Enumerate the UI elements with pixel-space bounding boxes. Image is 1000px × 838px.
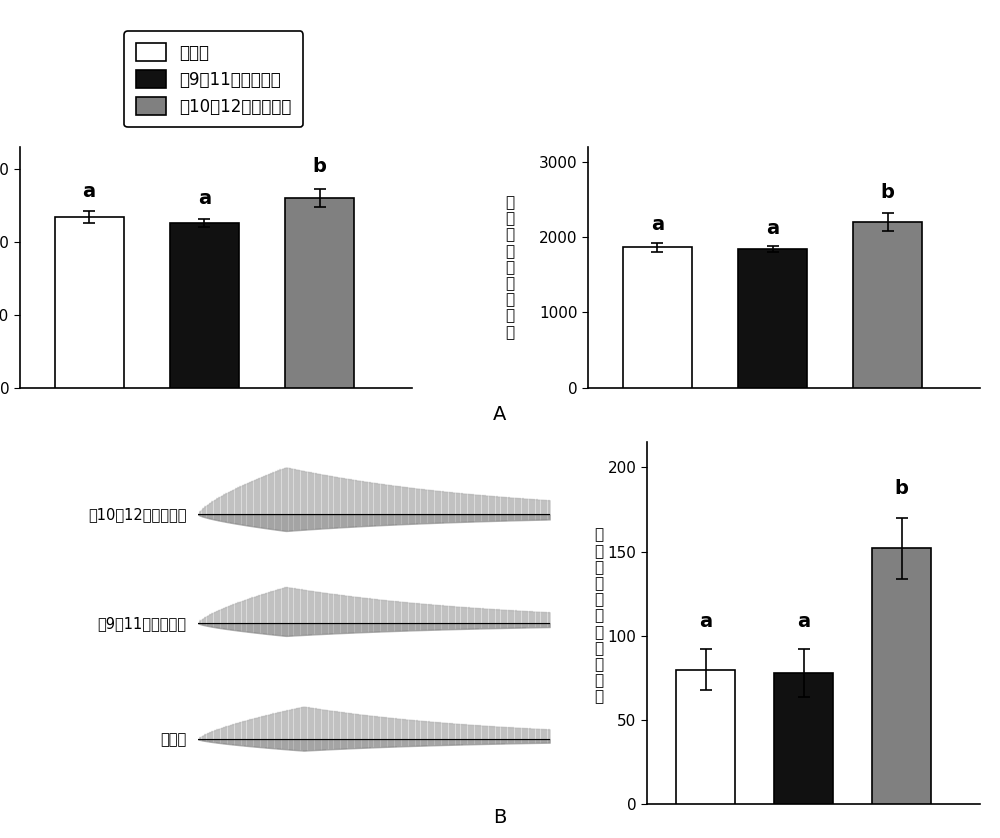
Bar	[170, 223, 239, 388]
Text: 对照组: 对照组	[160, 732, 187, 747]
Text: b: b	[895, 478, 909, 498]
Text: A: A	[493, 406, 507, 424]
Bar	[853, 222, 922, 388]
Text: a: a	[766, 219, 779, 238]
Bar	[676, 670, 735, 804]
Legend: 对照组, 顺9反11共轭亚油酸, 反10顺12共轭亚油酸: 对照组, 顺9反11共轭亚油酸, 反10顺12共轭亚油酸	[124, 31, 303, 127]
Text: B: B	[493, 809, 507, 827]
Text: a: a	[83, 182, 96, 201]
Text: a: a	[651, 215, 664, 234]
Text: 跑
步
运
动
距
离
（
米
）: 跑 步 运 动 距 离 （ 米 ）	[505, 195, 514, 339]
Bar	[738, 250, 807, 388]
Text: 腓
肠
肌
收
缩
半
衰
期
（
秒
）: 腓 肠 肌 收 缩 半 衰 期 （ 秒 ）	[594, 527, 603, 705]
Text: a: a	[198, 189, 211, 209]
Text: a: a	[797, 612, 810, 631]
Bar	[774, 673, 833, 804]
Bar	[285, 198, 354, 388]
Bar	[623, 247, 692, 388]
Text: 顺9反11共轭亚油酸: 顺9反11共轭亚油酸	[98, 616, 187, 631]
Text: b: b	[881, 183, 895, 202]
Text: 反10顺12共轭亚油酸: 反10顺12共轭亚油酸	[88, 507, 187, 522]
Bar	[55, 217, 124, 388]
Bar	[872, 548, 931, 804]
Text: a: a	[699, 612, 712, 631]
Text: b: b	[313, 158, 327, 176]
